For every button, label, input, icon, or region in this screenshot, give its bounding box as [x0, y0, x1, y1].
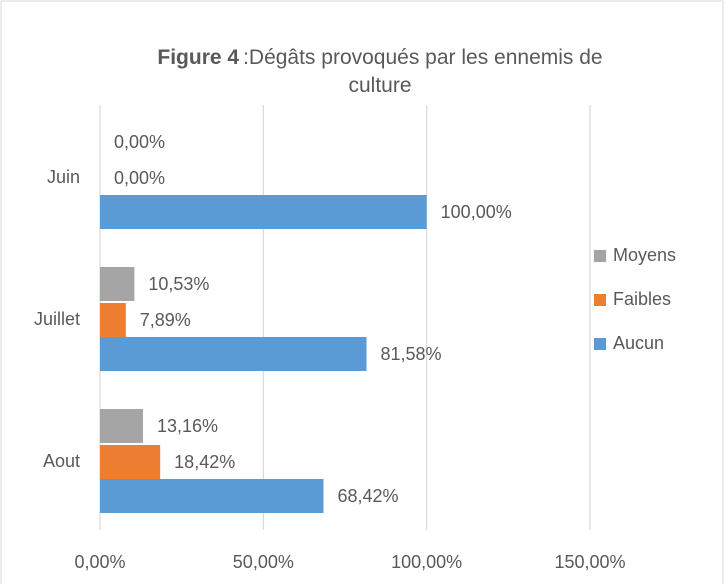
x-tick-label: 150,00% — [554, 552, 625, 572]
value-label: 68,42% — [338, 486, 399, 506]
title-prefix: Figure 4 — [157, 46, 239, 69]
legend-swatch — [594, 250, 606, 262]
bar — [100, 409, 143, 443]
value-label: 100,00% — [441, 202, 512, 222]
legend-swatch — [594, 338, 606, 350]
value-label: 7,89% — [140, 310, 191, 330]
legend-swatch — [594, 294, 606, 306]
bar — [100, 303, 126, 337]
y-tick-label: Juillet — [34, 309, 80, 329]
value-label: 18,42% — [174, 452, 235, 472]
bar — [100, 267, 135, 301]
bar — [100, 445, 161, 479]
y-tick-label: Aout — [43, 451, 80, 471]
value-label: 0,00% — [114, 132, 165, 152]
value-label: 13,16% — [157, 416, 218, 436]
value-label: 10,53% — [148, 274, 209, 294]
bar — [100, 479, 324, 513]
legend-label: Moyens — [613, 245, 676, 265]
legend-label: Faibles — [613, 289, 671, 309]
legend-label: Aucun — [613, 333, 664, 353]
x-tick-label: 50,00% — [233, 552, 294, 572]
title-text: :Dégâts provoqués par les ennemis de cult… — [243, 46, 603, 97]
bar — [100, 195, 427, 229]
value-label: 81,58% — [380, 344, 441, 364]
value-label: 0,00% — [114, 168, 165, 188]
bar — [100, 337, 367, 371]
x-tick-label: 0,00% — [74, 552, 125, 572]
y-tick-label: Juin — [47, 167, 80, 187]
chart-title: Figure 4:Dégâts provoqués par les ennemi… — [157, 46, 602, 97]
x-tick-label: 100,00% — [391, 552, 462, 572]
